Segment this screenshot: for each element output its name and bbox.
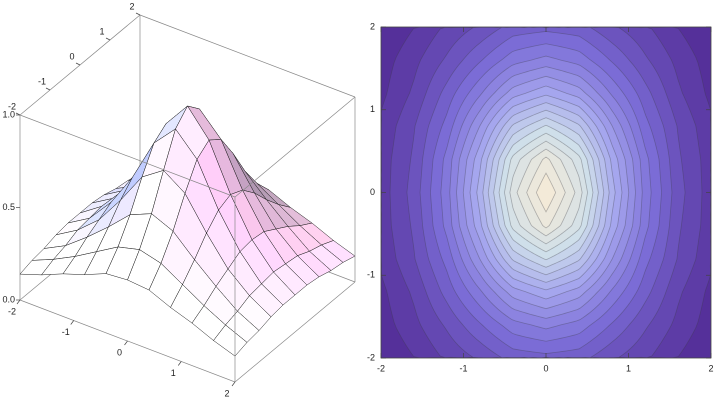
box-edge — [139, 14, 356, 98]
y-tick — [45, 87, 51, 91]
y-tick-label: 0 — [69, 51, 74, 61]
y-tick-label: -2 — [367, 352, 375, 362]
x-tick — [16, 299, 21, 305]
y-tick-label: -1 — [38, 76, 46, 86]
y-tick-label: 1 — [99, 26, 104, 36]
x-tick-label: 1 — [626, 363, 631, 373]
y-tick-label: 1 — [370, 104, 375, 114]
z-tick-label: 0.0 — [2, 294, 15, 304]
x-tick-label: 1 — [171, 368, 176, 378]
x-tick-label: -2 — [8, 306, 16, 316]
x-tick-label: 0 — [117, 347, 122, 357]
x-tick — [70, 320, 75, 325]
x-tick-label: -1 — [459, 363, 467, 373]
y-tick-label: 2 — [129, 1, 134, 11]
x-tick — [177, 361, 182, 366]
y-tick-label: -2 — [8, 101, 16, 111]
contour-band — [535, 172, 557, 213]
z-tick-label: 0.5 — [2, 202, 15, 212]
x-tick-label: -1 — [62, 327, 70, 337]
box-edge — [234, 281, 356, 383]
y-tick — [75, 62, 81, 66]
x-tick-label: -2 — [377, 363, 385, 373]
x-tick — [231, 381, 236, 387]
y-tick-label: 2 — [370, 21, 375, 31]
y-tick — [105, 37, 111, 41]
x-tick-label: 2 — [224, 388, 229, 398]
x-tick-label: 2 — [708, 363, 713, 373]
x-tick-label: 0 — [543, 363, 548, 373]
contour-plot — [381, 27, 711, 358]
box-edge — [19, 114, 236, 198]
z-tick-label: 1.0 — [2, 109, 15, 119]
x-tick — [124, 340, 128, 346]
box-edge — [234, 96, 356, 198]
surface-patch — [213, 324, 248, 357]
y-tick-label: 0 — [370, 187, 375, 197]
y-tick-label: -1 — [367, 270, 375, 280]
y-tick — [135, 12, 141, 16]
